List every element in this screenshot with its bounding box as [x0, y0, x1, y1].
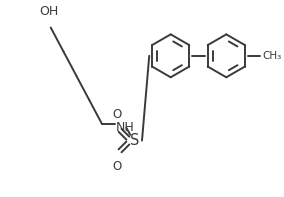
- Text: NH: NH: [116, 121, 134, 134]
- Text: O: O: [112, 108, 121, 121]
- Text: S: S: [130, 133, 140, 148]
- Text: OH: OH: [39, 5, 59, 18]
- Text: CH₃: CH₃: [262, 51, 282, 61]
- Text: O: O: [112, 160, 121, 173]
